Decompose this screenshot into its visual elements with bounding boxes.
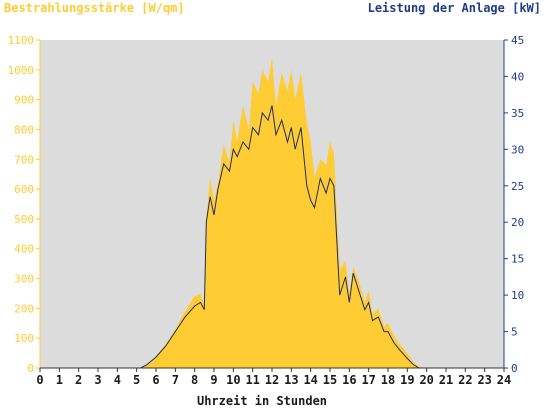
left-tick-label: 400 xyxy=(14,243,34,256)
x-axis-title: Uhrzeit in Stunden xyxy=(197,394,327,408)
left-tick-label: 800 xyxy=(14,123,34,136)
right-tick-label: 0 xyxy=(511,362,518,375)
right-tick-label: 35 xyxy=(511,107,524,120)
left-tick-label: 300 xyxy=(14,273,34,286)
x-ticks: 0 1 2 3 4 5 6 7 8 9 10 11 12 13 14 15 16 17 18 19 20 21 22 23 24 xyxy=(36,368,511,387)
x-tick-label: 3 xyxy=(94,373,101,387)
x-tick-label: 4 xyxy=(114,373,121,387)
x-tick-label: 0 xyxy=(36,373,43,387)
right-tick-label: 25 xyxy=(511,180,524,193)
x-tick-label: 19 xyxy=(400,373,414,387)
right-tick-label: 5 xyxy=(511,326,518,339)
x-tick-label: 13 xyxy=(284,373,298,387)
right-tick-label: 30 xyxy=(511,143,524,156)
x-tick-label: 24 xyxy=(497,373,511,387)
left-tick-label: 1100 xyxy=(8,34,35,47)
x-tick-label: 7 xyxy=(172,373,179,387)
left-axis-title: Bestrahlungsstärke [W/qm] xyxy=(4,1,185,15)
irradiance-area xyxy=(40,57,504,369)
right-tick-label: 15 xyxy=(511,253,524,266)
left-tick-label: 1000 xyxy=(8,64,35,77)
x-tick-label: 20 xyxy=(419,373,433,387)
left-tick-label: 700 xyxy=(14,153,34,166)
x-tick-label: 11 xyxy=(245,373,259,387)
x-tick-label: 16 xyxy=(342,373,356,387)
power-line xyxy=(40,105,504,369)
x-tick-label: 1 xyxy=(56,373,63,387)
x-tick-label: 18 xyxy=(381,373,395,387)
x-tick-label: 5 xyxy=(133,373,140,387)
right-axis-title: Leistung der Anlage [kW] xyxy=(368,1,541,15)
x-tick-label: 17 xyxy=(361,373,375,387)
right-ticks: 0 5 10 15 20 25 30 35 40 45 xyxy=(504,34,524,375)
right-tick-label: 20 xyxy=(511,216,524,229)
x-tick-label: 10 xyxy=(226,373,240,387)
x-tick-label: 21 xyxy=(439,373,453,387)
right-tick-label: 10 xyxy=(511,289,524,302)
right-tick-label: 45 xyxy=(511,34,524,47)
x-tick-label: 2 xyxy=(75,373,82,387)
left-tick-label: 200 xyxy=(14,302,34,315)
right-tick-label: 40 xyxy=(511,70,524,83)
left-tick-label: 100 xyxy=(14,332,34,345)
left-ticks: 0 100 200 300 400 500 600 700 800 900 1000 1100 xyxy=(8,34,40,375)
x-tick-label: 23 xyxy=(477,373,491,387)
x-tick-label: 22 xyxy=(458,373,472,387)
x-tick-label: 9 xyxy=(210,373,217,387)
x-tick-label: 6 xyxy=(152,373,159,387)
left-tick-label: 600 xyxy=(14,183,34,196)
x-tick-label: 8 xyxy=(191,373,198,387)
left-tick-label: 900 xyxy=(14,94,34,107)
x-tick-label: 15 xyxy=(323,373,337,387)
x-tick-label: 14 xyxy=(303,373,317,387)
left-tick-label: 0 xyxy=(27,362,34,375)
x-tick-label: 12 xyxy=(265,373,279,387)
left-tick-label: 500 xyxy=(14,213,34,226)
